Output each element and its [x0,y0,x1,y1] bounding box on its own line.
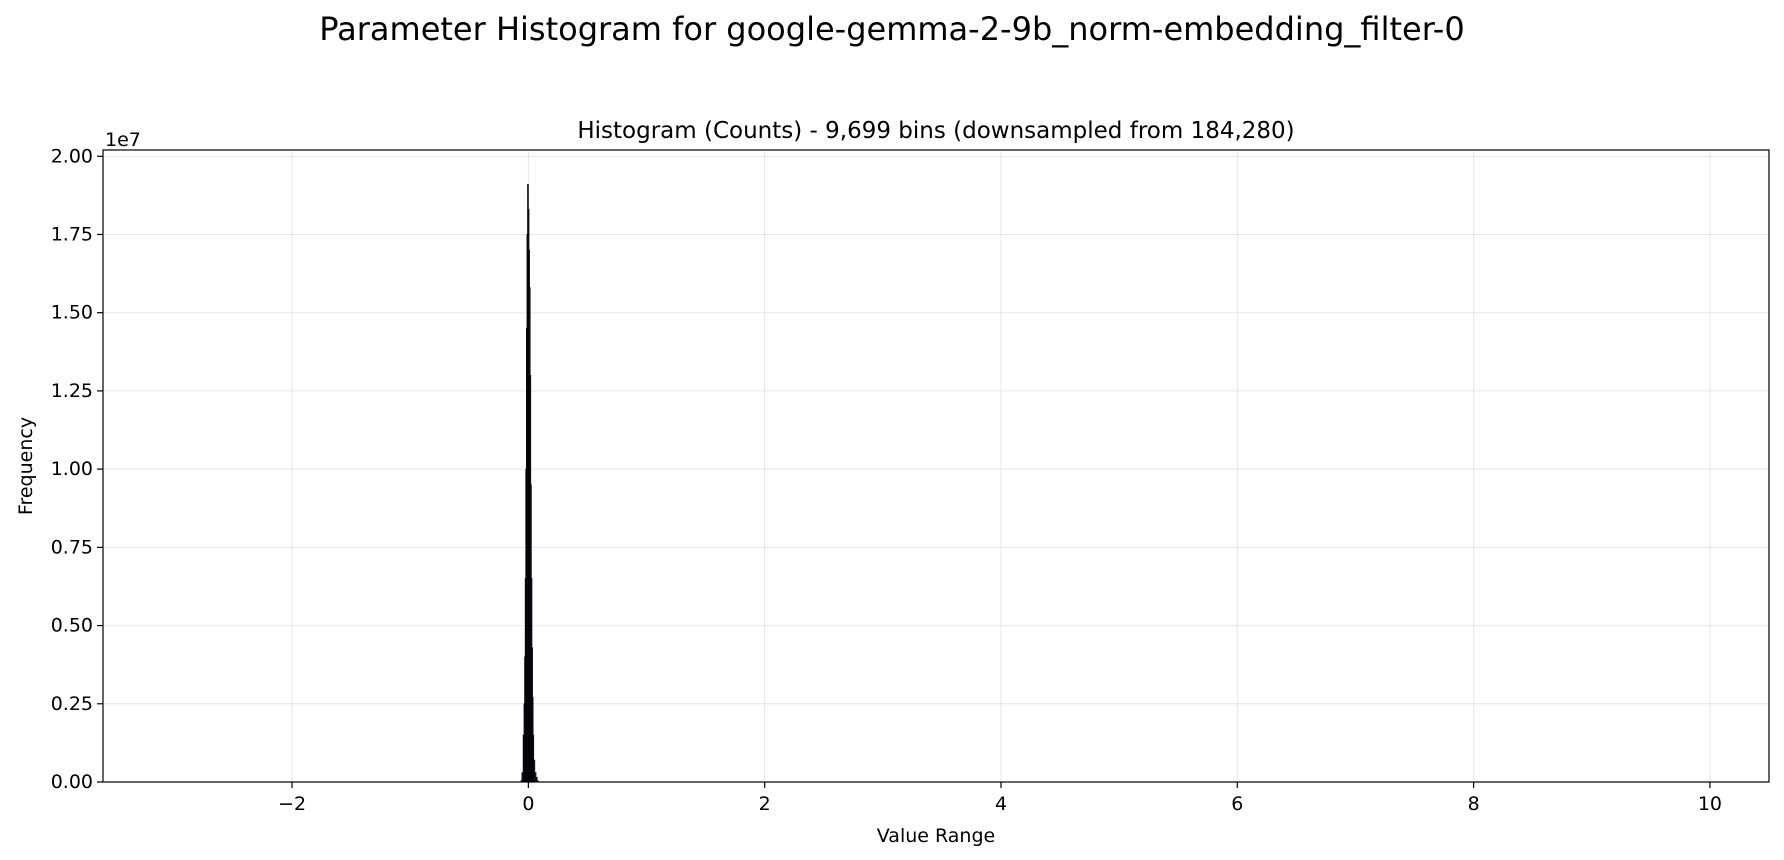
x-tick-label: 2 [759,793,771,815]
x-tick-label: 4 [995,793,1007,815]
grid-lines [103,150,1769,783]
x-tick-label: 10 [1698,793,1722,815]
y-tick-label: 0.75 [51,536,93,558]
y-tick-label: 1.50 [51,302,93,324]
y-tick-label: 1.75 [51,223,93,245]
y-tick-label: 1.25 [51,380,93,402]
x-tick-label: 6 [1231,793,1243,815]
x-tick-label: 0 [522,793,534,815]
histogram-bars [520,184,539,783]
y-tick-label: 1.00 [51,458,93,480]
chart-title: Histogram (Counts) - 9,699 bins (downsam… [577,118,1294,144]
figure-suptitle: Parameter Histogram for google-gemma-2-9… [319,10,1464,48]
x-tick-label: 8 [1468,793,1480,815]
y-axis-ticks: 0.00 0.25 0.50 0.75 1.00 1.25 1.50 1.75 2.00 [51,145,103,793]
y-axis-offset-label: 1e7 [105,129,141,151]
plot-area-frame [102,149,1770,783]
x-axis-ticks: −2 0 2 4 6 8 10 [278,782,1722,815]
y-tick-label: 0.50 [51,615,93,637]
y-tick-label: 2.00 [51,145,93,167]
y-tick-label: 0.00 [51,771,93,793]
y-tick-label: 0.25 [51,693,93,715]
x-tick-label: −2 [278,793,306,815]
x-axis-label: Value Range [877,825,995,847]
y-axis-label: Frequency [15,417,37,515]
